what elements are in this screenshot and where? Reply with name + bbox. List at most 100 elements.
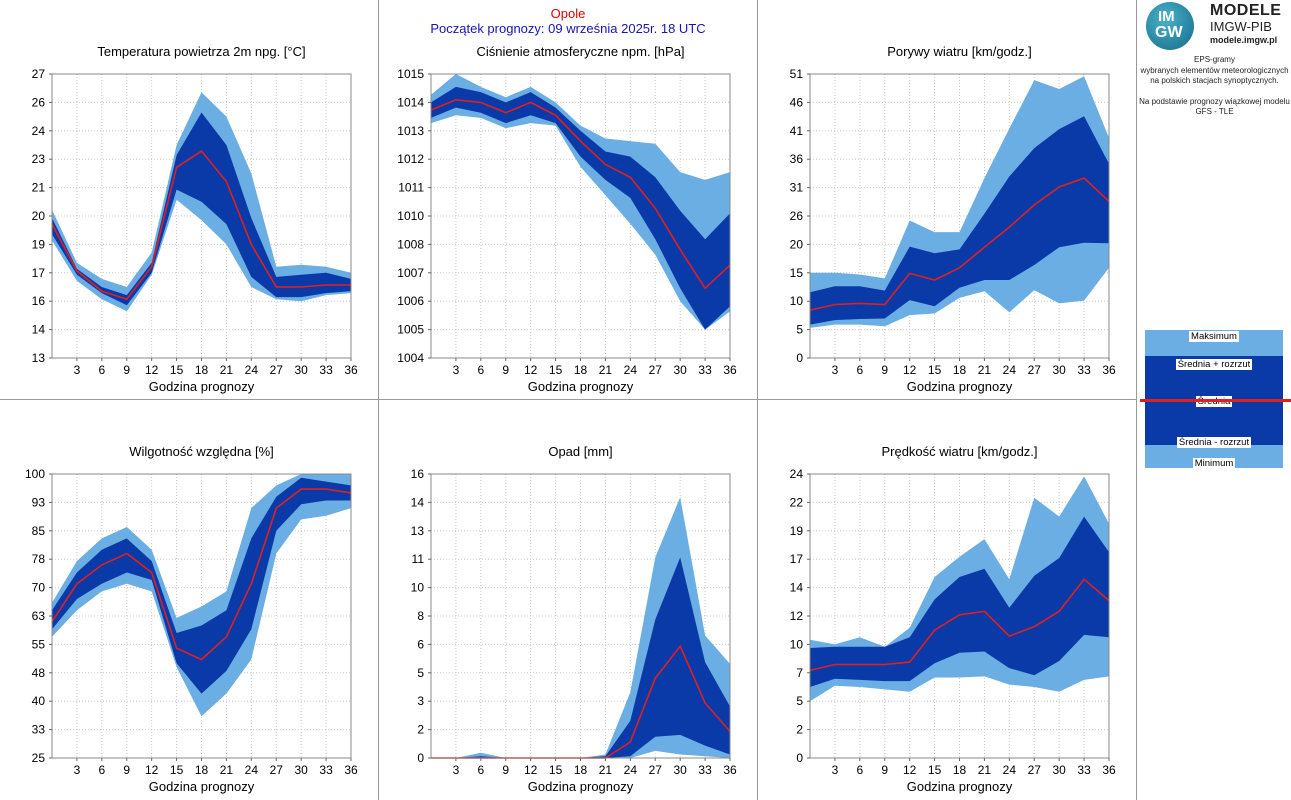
- info-line-1: EPS-gramy: [1194, 55, 1235, 64]
- chart4-xtick-label: 12: [145, 763, 159, 777]
- chart6-xtick-label: 15: [928, 763, 942, 777]
- info-line-3: na polskich stacjach synoptycznych.: [1150, 76, 1279, 85]
- chart4-xtick-label: 21: [220, 763, 234, 777]
- chart4-xtick-label: 18: [195, 763, 209, 777]
- chart4-xtick-label: 27: [270, 763, 284, 777]
- chart4-xtick-label: 30: [294, 763, 308, 777]
- chart3-xtick-label: 36: [1102, 363, 1116, 377]
- chart3-xtick-label: 30: [1052, 363, 1066, 377]
- chart6-ytick-label: 14: [790, 581, 804, 595]
- chart1-xtick-label: 6: [98, 363, 105, 377]
- chart4-xtick-label: 9: [123, 763, 130, 777]
- chart6-ytick-label: 10: [790, 637, 804, 651]
- logo-url: modele.imgw.pl: [1210, 35, 1278, 45]
- chart5-xtick-label: 12: [524, 763, 538, 777]
- chart6-band-inner: [810, 516, 1109, 687]
- legend-min: Minimum: [1192, 458, 1236, 469]
- chart2-xtick-label: 12: [524, 363, 538, 377]
- chart1-mean-line: [51, 150, 351, 301]
- chart2-ytick-label: 1014: [397, 95, 424, 109]
- chart1-ytick-label: 24: [32, 124, 46, 138]
- chart5-ytick-label: 0: [417, 751, 424, 765]
- chart3-ytick-label: 36: [790, 152, 804, 166]
- legend-max: Maksimum: [1189, 331, 1239, 342]
- chart6-ytick-label: 22: [790, 495, 804, 509]
- chart2-ytick-label: 1008: [397, 237, 424, 251]
- chart6-ytick-label: 12: [790, 609, 804, 623]
- chart5-ytick-label: 8: [417, 609, 424, 623]
- chart6-xtick-label: 9: [881, 763, 888, 777]
- panel-divider-v2: [757, 0, 758, 800]
- chart1-xtick-label: 36: [344, 363, 358, 377]
- chart5-xtick-label: 6: [477, 763, 484, 777]
- chart1-ytick-label: 21: [32, 181, 46, 195]
- legend-mean-minus: Średnia - rozrzut: [1176, 437, 1252, 448]
- chart3-ytick-label: 0: [796, 351, 803, 365]
- chart3-ytick-label: 31: [790, 181, 804, 195]
- logo-mark-bottom: GW: [1155, 24, 1183, 41]
- chart2-xtick-label: 15: [549, 363, 563, 377]
- chart6-xtick-label: 36: [1102, 763, 1116, 777]
- chart6-xtick-label: 6: [856, 763, 863, 777]
- chart3-xlabel: Godzina prognozy: [907, 379, 1013, 394]
- logo-mark-top: IM: [1158, 8, 1175, 25]
- chart4-ytick-label: 93: [32, 495, 46, 509]
- chart4-xtick-label: 15: [170, 763, 184, 777]
- chart3-ytick-label: 26: [790, 209, 804, 223]
- chart3-mean-line: [809, 177, 1110, 311]
- chart3-xtick-label: 9: [881, 363, 888, 377]
- chart1-ytick-label: 26: [32, 95, 46, 109]
- chart2-ytick-label: 1015: [397, 67, 424, 81]
- chart5-xtick-label: 18: [574, 763, 588, 777]
- chart-legend: Maksimum Średnia + rozrzut Średnia Średn…: [1145, 330, 1283, 469]
- chart3-ytick-label: 41: [790, 124, 804, 138]
- panel-divider-h: [0, 399, 1136, 400]
- chart2-ytick-label: 1006: [397, 294, 424, 308]
- chart5-ytick-label: 11: [412, 552, 425, 566]
- chart6-xtick-label: 27: [1028, 763, 1042, 777]
- chart3-xtick-label: 18: [953, 363, 967, 377]
- chart6-ytick-label: 19: [790, 524, 804, 538]
- chart6-xtick-label: 21: [978, 763, 992, 777]
- chart5-ytick-label: 16: [411, 467, 425, 481]
- chart2-xtick-label: 24: [624, 363, 638, 377]
- chart4-ytick-label: 48: [32, 666, 46, 680]
- chart1-xtick-label: 3: [74, 363, 81, 377]
- chart1-ytick-label: 13: [32, 351, 46, 365]
- chart3-ytick-label: 51: [790, 67, 804, 81]
- forecast-header: Opole Początek prognozy: 09 września 202…: [379, 6, 757, 36]
- imgw-logo: IM GW MODELE IMGW-PIB modele.imgw.pl: [1146, 2, 1286, 50]
- chart3-ytick-label: 46: [790, 95, 804, 109]
- chart4-band-inner: [52, 477, 351, 694]
- chart4-band-outer: [52, 474, 351, 717]
- chart5-xtick-label: 9: [502, 763, 509, 777]
- info-text: EPS-gramy wybranych elementów meteorolog…: [1138, 55, 1291, 118]
- chart4-xtick-label: 36: [344, 763, 358, 777]
- forecast-start: Początek prognozy: 09 września 2025r. 18…: [430, 21, 706, 36]
- chart2-xtick-label: 9: [502, 363, 509, 377]
- legend-mean-line: [1140, 399, 1291, 402]
- chart1-xlabel: Godzina prognozy: [149, 379, 255, 394]
- chart6-xlabel: Godzina prognozy: [907, 779, 1013, 794]
- chart3-xtick-label: 6: [856, 363, 863, 377]
- chart3-xtick-label: 12: [903, 363, 917, 377]
- chart6-ytick-label: 0: [796, 751, 803, 765]
- chart5-xtick-label: 24: [624, 763, 638, 777]
- chart2-ytick-label: 1004: [397, 351, 424, 365]
- chart5-xtick-label: 21: [599, 763, 613, 777]
- chart2-ytick-label: 1005: [397, 323, 424, 337]
- chart4-mean-line: [51, 488, 352, 661]
- chart1-ytick-label: 14: [32, 323, 46, 337]
- chart6-ytick-label: 5: [796, 694, 803, 708]
- chart5-ytick-label: 2: [417, 723, 424, 737]
- eps-charts: Temperatura powietrza 2m npg. [°C] 13 14 16…: [25, 44, 1116, 794]
- chart5-ytick-label: 13: [411, 524, 425, 538]
- chart1-xtick-label: 30: [294, 363, 308, 377]
- chart6-xtick-label: 18: [953, 763, 967, 777]
- chart2-ytick-label: 1010: [397, 209, 424, 223]
- chart2-xtick-label: 18: [574, 363, 588, 377]
- chart6-xtick-label: 3: [832, 763, 839, 777]
- chart5-title: Opad [mm]: [548, 444, 612, 459]
- chart5-xtick-label: 36: [723, 763, 737, 777]
- chart5-xtick-label: 3: [453, 763, 460, 777]
